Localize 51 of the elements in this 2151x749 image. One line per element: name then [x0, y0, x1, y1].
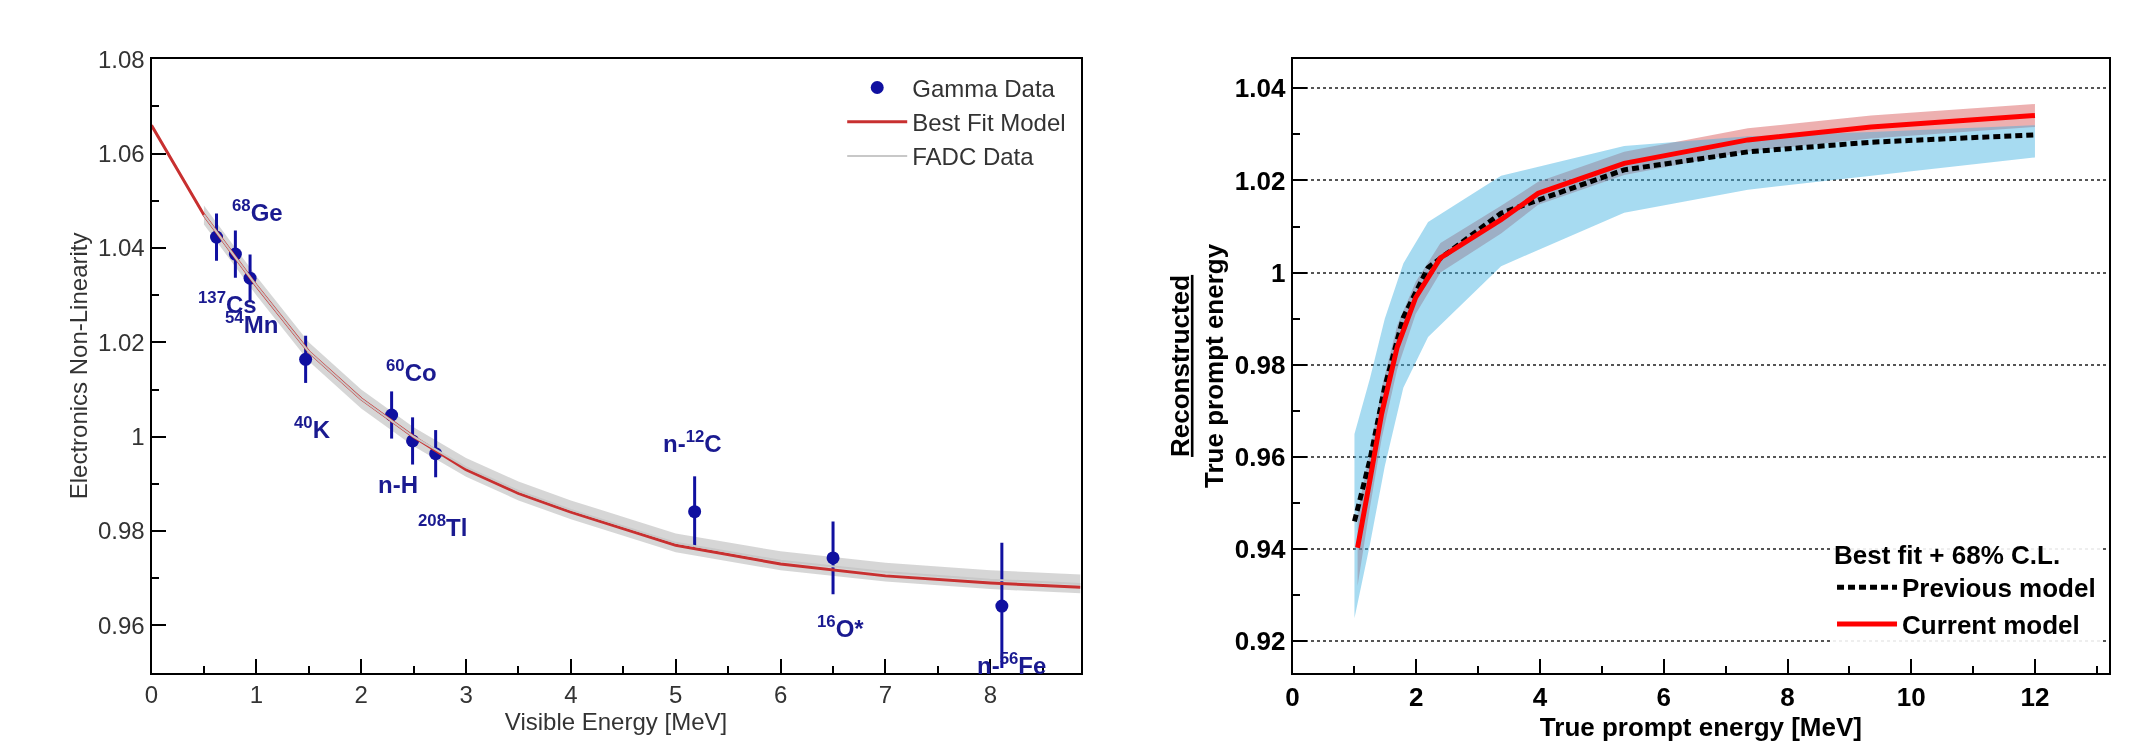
x-tick-label: 8 — [1780, 681, 1795, 712]
y-tick-label: 0.98 — [97, 517, 145, 545]
annotation: n-$^{12}$C — [663, 427, 722, 458]
y-tick-label: 1.02 — [1234, 165, 1286, 196]
legend-label: Gamma Data — [912, 74, 1056, 102]
x-tick-label: 2 — [354, 681, 368, 709]
point — [688, 505, 702, 519]
legend-label: Previous model — [1902, 573, 2096, 604]
x-tick-label: 4 — [1532, 681, 1548, 712]
annotation: $^{40}$K — [294, 413, 331, 444]
x-tick-label: 6 — [1656, 681, 1672, 712]
y-tick-label: 1 — [131, 423, 145, 451]
annotation: n-H — [378, 471, 418, 498]
y-axis-title: Reconstructed True prompt energy — [1164, 243, 1229, 488]
x-tick-label: 3 — [459, 681, 473, 709]
point — [995, 599, 1009, 613]
x-tick-label: 4 — [564, 681, 578, 709]
x-tick-label: 0 — [144, 681, 159, 709]
x-tick-label: 7 — [878, 681, 893, 709]
y-tick-label: 0.96 — [1234, 442, 1286, 473]
x-axis-title: Visible Energy [MeV] — [504, 708, 728, 736]
annotation: $^{68}$Ge — [232, 196, 283, 227]
y-tick-label: 0.94 — [1234, 534, 1286, 565]
legend-label: Current model — [1902, 610, 2080, 641]
legend-label: FADC Data — [912, 143, 1035, 171]
point — [299, 352, 313, 366]
x-tick-label: 2 — [1409, 681, 1424, 712]
y-tick-label: 1.02 — [97, 328, 145, 356]
x-tick-label: 12 — [2020, 681, 2050, 712]
x-tick-label: 6 — [773, 681, 788, 709]
y-axis-title: Electronics Non-Linearity — [64, 232, 92, 500]
y-tick-label: 1.04 — [1234, 73, 1286, 104]
y-tick-label: 1 — [1270, 257, 1286, 288]
y-tick-label: 0.98 — [1234, 349, 1286, 380]
annotation: $^{16}$O* — [817, 612, 865, 643]
x-tick-label: 0 — [1285, 681, 1300, 712]
y-tick-label: 1.06 — [97, 140, 145, 168]
annotation: $^{60}$Co — [386, 356, 437, 387]
y-tick-label: 1.08 — [97, 45, 145, 73]
legend-label: Best Fit Model — [912, 109, 1066, 137]
x-axis-title: True prompt energy [MeV] — [1539, 711, 1862, 742]
x-tick-label: 5 — [669, 681, 683, 709]
legend-title: Best fit + 68% C.L. — [1834, 539, 2061, 570]
x-tick-label: 1 — [249, 681, 264, 709]
x-tick-label: 10 — [1896, 681, 1926, 712]
y-tick-label: 0.92 — [1234, 626, 1286, 657]
x-tick-label: 8 — [983, 681, 997, 709]
y-tick-label: 1.04 — [97, 234, 145, 262]
annotation: $^{208}$Tl — [418, 511, 468, 542]
y-tick-label: 0.96 — [97, 611, 145, 639]
point — [826, 551, 840, 565]
